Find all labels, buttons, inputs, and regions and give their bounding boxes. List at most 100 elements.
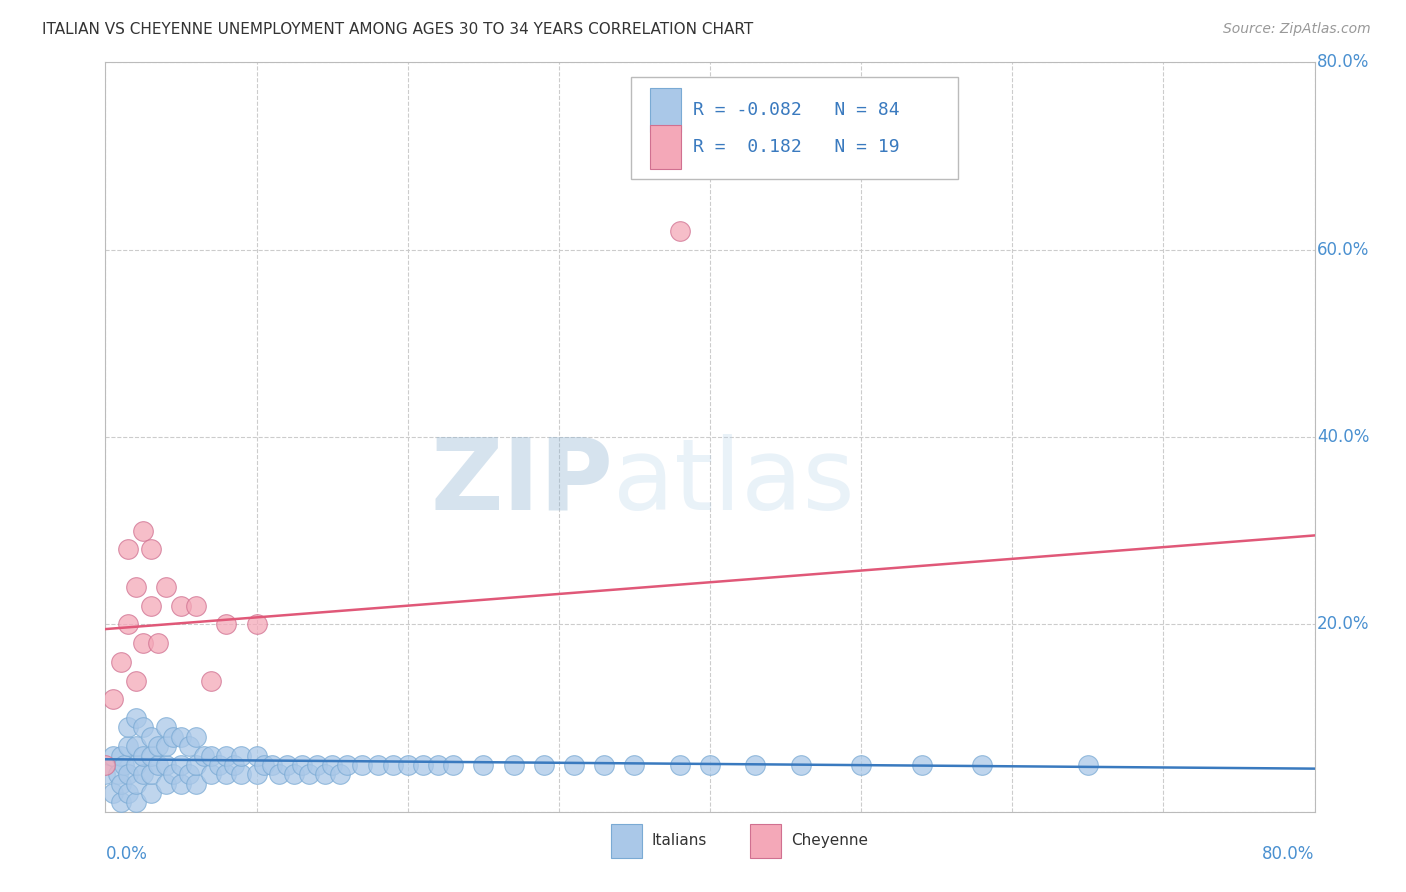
Point: [253, 758, 276, 772]
Point: [412, 758, 434, 772]
Point: [502, 758, 524, 772]
Point: [321, 758, 343, 772]
Point: [246, 617, 269, 632]
Point: [215, 748, 238, 763]
Point: [101, 692, 124, 706]
Point: [124, 711, 148, 725]
Point: [533, 758, 555, 772]
Text: 80.0%: 80.0%: [1317, 54, 1369, 71]
Text: Italians: Italians: [652, 833, 707, 848]
Point: [110, 796, 132, 810]
Text: ITALIAN VS CHEYENNE UNEMPLOYMENT AMONG AGES 30 TO 34 YEARS CORRELATION CHART: ITALIAN VS CHEYENNE UNEMPLOYMENT AMONG A…: [42, 22, 754, 37]
Point: [200, 673, 222, 688]
Point: [427, 758, 450, 772]
Text: 20.0%: 20.0%: [1317, 615, 1369, 633]
Text: atlas: atlas: [613, 434, 855, 531]
Point: [139, 786, 162, 800]
Point: [162, 730, 184, 744]
Point: [186, 730, 208, 744]
Point: [139, 730, 162, 744]
Point: [124, 796, 148, 810]
Point: [94, 767, 117, 781]
Point: [132, 524, 155, 538]
Point: [472, 758, 495, 772]
Point: [441, 758, 464, 772]
Point: [669, 758, 692, 772]
Point: [112, 758, 135, 772]
Point: [260, 758, 283, 772]
FancyBboxPatch shape: [749, 823, 782, 858]
Point: [283, 767, 305, 781]
Point: [269, 767, 291, 781]
Point: [177, 739, 200, 753]
Text: 40.0%: 40.0%: [1317, 428, 1369, 446]
Point: [170, 758, 193, 772]
Text: R = -0.082   N = 84: R = -0.082 N = 84: [693, 101, 900, 119]
Point: [94, 758, 117, 772]
Point: [155, 758, 177, 772]
Point: [139, 542, 162, 557]
Point: [139, 748, 162, 763]
Point: [314, 767, 336, 781]
Point: [307, 758, 329, 772]
Point: [291, 758, 314, 772]
Point: [276, 758, 298, 772]
Point: [186, 599, 208, 613]
Point: [381, 758, 404, 772]
Point: [186, 776, 208, 791]
Point: [744, 758, 766, 772]
Point: [170, 599, 193, 613]
Point: [593, 758, 616, 772]
Point: [155, 739, 177, 753]
Point: [623, 758, 645, 772]
Point: [246, 748, 269, 763]
Point: [170, 776, 193, 791]
Point: [329, 767, 352, 781]
Point: [107, 767, 129, 781]
Point: [790, 758, 813, 772]
Point: [139, 599, 162, 613]
Point: [669, 224, 692, 238]
Point: [155, 721, 177, 735]
Point: [849, 758, 872, 772]
Point: [186, 758, 208, 772]
Point: [110, 655, 132, 669]
Point: [699, 758, 721, 772]
Point: [124, 739, 148, 753]
Text: 0.0%: 0.0%: [105, 846, 148, 863]
Point: [246, 767, 269, 781]
Point: [193, 748, 215, 763]
Point: [231, 748, 253, 763]
FancyBboxPatch shape: [631, 78, 957, 178]
Text: R =  0.182   N = 19: R = 0.182 N = 19: [693, 138, 900, 156]
Text: 80.0%: 80.0%: [1263, 846, 1315, 863]
Point: [200, 748, 222, 763]
Text: Source: ZipAtlas.com: Source: ZipAtlas.com: [1223, 22, 1371, 37]
Point: [366, 758, 388, 772]
FancyBboxPatch shape: [650, 125, 681, 169]
Point: [124, 776, 148, 791]
Point: [155, 580, 177, 594]
Point: [117, 786, 139, 800]
Point: [124, 673, 148, 688]
FancyBboxPatch shape: [610, 823, 643, 858]
Point: [396, 758, 419, 772]
Point: [155, 776, 177, 791]
FancyBboxPatch shape: [650, 87, 681, 132]
Point: [101, 786, 124, 800]
Point: [132, 767, 155, 781]
Point: [208, 758, 231, 772]
Point: [148, 758, 170, 772]
Point: [110, 748, 132, 763]
Point: [215, 767, 238, 781]
Point: [124, 758, 148, 772]
Point: [970, 758, 993, 772]
Point: [200, 767, 222, 781]
Point: [132, 636, 155, 650]
Point: [117, 767, 139, 781]
Text: 60.0%: 60.0%: [1317, 241, 1369, 259]
Point: [117, 617, 139, 632]
Point: [352, 758, 374, 772]
Point: [139, 767, 162, 781]
Point: [1077, 758, 1099, 772]
